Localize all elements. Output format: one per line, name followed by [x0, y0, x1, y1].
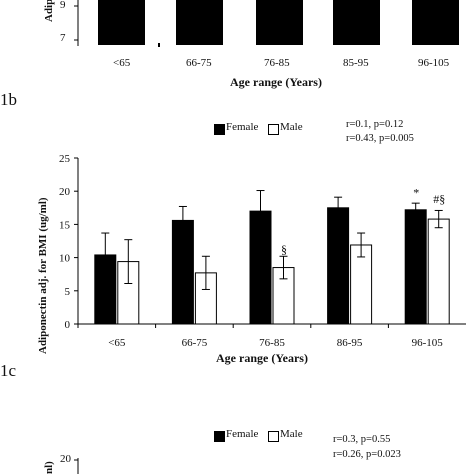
bar-female-4 [327, 207, 350, 325]
bottom-stat-line-1: r=0.3, p=0.55 [333, 434, 391, 445]
top-x-axis-label: Age range (Years) [230, 75, 322, 89]
y-tick-label-10: 10 [59, 253, 71, 265]
bar-female-2 [171, 219, 194, 325]
legend-female-swatch [214, 124, 225, 135]
annotation-hash-section-96-105: #§ [433, 192, 445, 206]
top-xtick-5: 96-105 [418, 57, 450, 69]
y-tick-label-25: 25 [59, 153, 71, 165]
annotation-star-96-105: * [413, 186, 419, 200]
panel-label-1c: 1c [0, 361, 17, 380]
bottom-legend-male-swatch [268, 431, 279, 442]
x-tick-label-5: 96-105 [412, 337, 444, 349]
panel-label-1b: 1b [0, 90, 17, 109]
y-tick-label-0: 0 [65, 319, 71, 331]
top-xtick-3: 76-85 [264, 57, 290, 69]
y-tick-label-5: 5 [65, 286, 71, 298]
top-xtick-1: <65 [113, 57, 131, 69]
x-tick-label-4: 86-95 [337, 337, 363, 349]
bar-male-5 [427, 218, 450, 325]
x-tick-label-2: 66-75 [182, 337, 208, 349]
top-xtick-2: 66-75 [186, 57, 212, 69]
top-ytick-9: 9 [60, 0, 66, 11]
middle-x-axis-label: Age range (Years) [216, 351, 308, 365]
x-tick-label-1: <65 [108, 337, 126, 349]
stat-line-1: r=0.1, p=0.12 [346, 119, 404, 130]
legend-male-swatch [268, 124, 279, 135]
bottom-stat-line-2: r=0.26, p=0.023 [333, 449, 401, 460]
top-xtick-4: 85-95 [343, 57, 369, 69]
legend-female-label: Female [226, 121, 259, 133]
top-bar-3 [256, 0, 303, 45]
bottom-legend-female-swatch [214, 431, 225, 442]
x-tick-label-3: 76-85 [259, 337, 285, 349]
bottom-legend-female-label: Female [226, 428, 259, 440]
top-ytick-7: 7 [60, 32, 66, 44]
legend-male-label: Male [280, 121, 303, 133]
bar-female-5 [404, 209, 427, 325]
annotation-section-76-85: § [281, 243, 287, 257]
top-bar-1 [98, 0, 145, 45]
top-bar-4 [333, 0, 380, 45]
top-mark-small [158, 43, 160, 47]
top-bar-2 [176, 0, 223, 45]
bottom-legend-male-label: Male [280, 428, 303, 440]
middle-y-axis-label: Adiponectin adj. for BMI (ug/ml) [37, 197, 49, 354]
top-chart-svg [74, 0, 459, 47]
stat-line-2: r=0.43, p=0.005 [346, 133, 414, 144]
bottom-chart-svg [74, 458, 79, 474]
y-tick-label-15: 15 [59, 219, 71, 231]
y-tick-label-20: 20 [59, 186, 71, 198]
bottom-ytick-20: 20 [60, 453, 71, 465]
top-bar-5 [412, 0, 459, 45]
